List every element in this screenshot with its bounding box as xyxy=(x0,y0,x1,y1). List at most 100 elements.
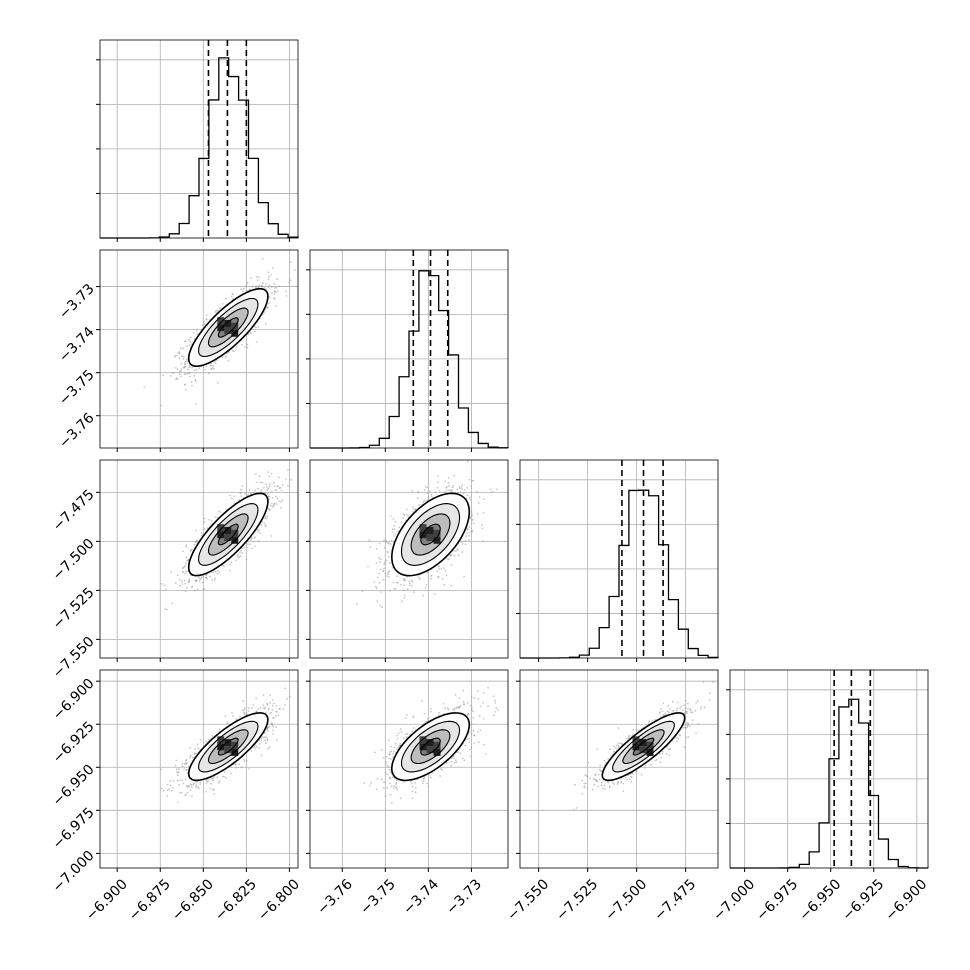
sample-point xyxy=(179,792,181,794)
sample-point xyxy=(188,578,191,580)
sample-point xyxy=(597,773,600,776)
sample-point xyxy=(472,479,475,482)
sample-point xyxy=(199,781,202,784)
sample-point xyxy=(265,735,267,738)
sample-point xyxy=(239,715,241,718)
sample-point xyxy=(252,704,255,706)
sample-point xyxy=(174,764,177,767)
sample-point xyxy=(439,775,441,777)
sample-point xyxy=(176,368,179,371)
sample-point xyxy=(198,576,200,579)
samples xyxy=(363,686,499,804)
sample-point xyxy=(617,727,620,730)
sample-point xyxy=(160,768,163,771)
sample-point xyxy=(274,489,277,492)
sample-point xyxy=(678,734,681,736)
sample-point xyxy=(245,759,248,762)
sample-point xyxy=(270,711,273,714)
sample-point xyxy=(453,474,456,477)
sample-point xyxy=(214,362,217,365)
sample-point xyxy=(268,485,271,488)
sample-point xyxy=(265,517,268,520)
contour-line xyxy=(601,712,686,782)
density-cell xyxy=(433,529,441,537)
sample-point xyxy=(402,579,405,582)
sample-point xyxy=(251,285,254,288)
sample-point xyxy=(476,512,479,515)
sample-point xyxy=(242,290,245,292)
sample-point xyxy=(206,779,209,781)
density-cell xyxy=(224,739,232,747)
sample-point xyxy=(375,548,378,550)
y-tick-label: −7.550 xyxy=(50,634,98,682)
sample-point xyxy=(246,346,249,349)
contour-line xyxy=(410,729,451,765)
panel-frame xyxy=(309,249,509,449)
sample-point xyxy=(443,491,446,493)
sample-point xyxy=(212,365,215,367)
density-cell xyxy=(426,739,434,747)
sample-point xyxy=(472,717,475,719)
sample-point xyxy=(406,576,408,578)
sample-point xyxy=(269,694,271,696)
samples xyxy=(143,257,296,407)
sample-point xyxy=(403,737,405,740)
sample-point xyxy=(179,375,182,378)
sample-point xyxy=(256,528,259,531)
sample-point xyxy=(186,587,188,589)
sample-point xyxy=(184,340,187,342)
sample-point xyxy=(651,719,654,722)
sample-point xyxy=(632,772,634,775)
sample-point xyxy=(183,579,186,582)
sample-point xyxy=(428,490,431,493)
sample-point xyxy=(388,542,391,545)
x-tick-label: −6.850 xyxy=(169,876,217,924)
sample-point xyxy=(247,493,250,496)
sample-point xyxy=(275,710,278,713)
sample-point xyxy=(388,576,390,578)
sample-point xyxy=(253,537,256,540)
sample-point xyxy=(477,741,480,743)
sample-point xyxy=(256,745,258,748)
sample-point xyxy=(662,752,664,755)
sample-point xyxy=(195,540,198,543)
sample-point xyxy=(436,486,439,489)
sample-point xyxy=(227,360,230,362)
contour-line xyxy=(187,492,269,577)
sample-point xyxy=(676,709,678,712)
sample-point xyxy=(437,475,439,478)
sample-point xyxy=(231,715,234,717)
sample-point xyxy=(171,371,174,374)
sample-point xyxy=(378,572,381,575)
sample-point xyxy=(465,532,468,535)
sample-point xyxy=(249,331,252,334)
sample-point xyxy=(237,554,239,556)
sample-point xyxy=(581,779,584,782)
sample-point xyxy=(607,758,610,760)
sample-point xyxy=(241,344,243,346)
samples xyxy=(160,687,291,804)
sample-point xyxy=(179,578,181,581)
panel-frame xyxy=(729,669,929,869)
sample-point xyxy=(446,558,449,560)
sample-point xyxy=(466,460,469,463)
sample-point xyxy=(399,728,402,731)
sample-point xyxy=(262,312,265,315)
panel-frame xyxy=(99,39,299,239)
sample-point xyxy=(596,780,599,783)
sample-point xyxy=(270,535,273,537)
sample-point xyxy=(285,290,287,293)
sample-point xyxy=(196,329,198,332)
sample-point xyxy=(647,721,650,724)
sample-point xyxy=(450,760,453,763)
sample-point xyxy=(183,566,186,568)
sample-point xyxy=(216,776,219,779)
sample-point xyxy=(583,782,586,785)
sample-point xyxy=(404,579,407,582)
sample-point xyxy=(210,364,213,367)
sample-point xyxy=(177,771,180,774)
hist-panel-0 xyxy=(96,39,299,242)
sample-point xyxy=(181,355,183,358)
sample-point xyxy=(266,739,269,742)
contour-line xyxy=(390,712,471,782)
